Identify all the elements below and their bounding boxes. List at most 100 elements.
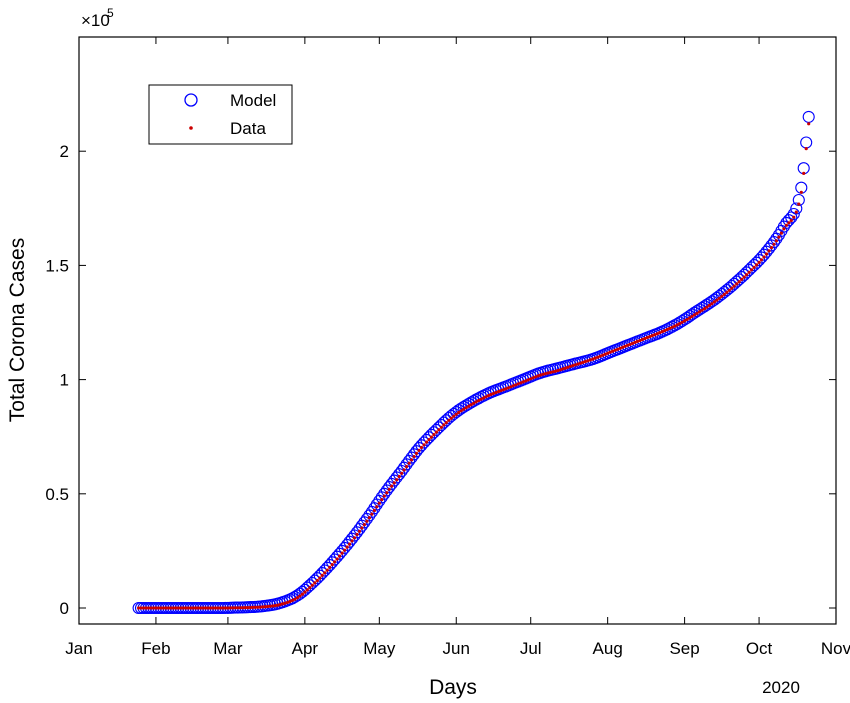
data-point xyxy=(588,358,592,362)
data-point xyxy=(541,372,545,376)
data-point xyxy=(769,246,774,250)
y-tick-label: 2 xyxy=(60,142,69,161)
data-point xyxy=(635,339,640,343)
data-point xyxy=(707,303,712,307)
data-point xyxy=(442,423,446,427)
data-point xyxy=(439,425,443,429)
data-point xyxy=(519,381,523,385)
data-point xyxy=(427,438,431,442)
data-point xyxy=(489,392,493,397)
data-point xyxy=(725,290,729,294)
data-point xyxy=(762,255,766,259)
data-point xyxy=(228,606,232,610)
axis-ticks: Jan Feb Mar Apr May Jun Jul Aug Sep Oct Nov 0 0.5 1 1.… xyxy=(45,37,850,658)
data-point xyxy=(794,210,798,214)
data-point xyxy=(616,347,620,351)
x-tick-label: Jun xyxy=(443,639,470,658)
data-point xyxy=(561,367,565,371)
data-point xyxy=(410,458,414,462)
data-point xyxy=(137,606,141,610)
data-point xyxy=(156,606,160,610)
data-point xyxy=(372,508,376,513)
data-point xyxy=(712,300,717,304)
data-point xyxy=(764,252,769,256)
data-point xyxy=(251,605,255,610)
model-point xyxy=(785,211,798,224)
data-point xyxy=(164,606,168,610)
data-point xyxy=(382,494,386,498)
data-point xyxy=(516,382,520,386)
data-point xyxy=(586,359,590,363)
data-point xyxy=(784,223,789,227)
data-point xyxy=(437,428,441,432)
data-point xyxy=(472,401,476,405)
data-point xyxy=(499,389,503,393)
data-point xyxy=(355,532,359,537)
data-point xyxy=(238,606,242,610)
data-point xyxy=(623,344,627,348)
axes-box xyxy=(78,36,837,625)
data-point xyxy=(199,606,203,610)
legend-box xyxy=(148,84,293,145)
data-point xyxy=(347,542,352,546)
data-point xyxy=(802,171,806,175)
data-point xyxy=(504,387,508,391)
data-point xyxy=(482,396,486,400)
data-point xyxy=(335,557,339,561)
data-point xyxy=(648,335,652,339)
data-point xyxy=(318,576,322,580)
data-point xyxy=(598,354,602,358)
y-axis-label: Total Corona Cases xyxy=(6,238,29,422)
data-point xyxy=(750,268,754,272)
data-point xyxy=(797,202,801,206)
data-point xyxy=(285,600,290,605)
data-point xyxy=(273,604,277,608)
data-point xyxy=(462,407,466,411)
model-point xyxy=(802,110,815,123)
data-point xyxy=(211,606,215,610)
data-point xyxy=(645,335,650,340)
data-point xyxy=(804,147,808,151)
data-point xyxy=(789,218,793,223)
data-point xyxy=(169,606,173,610)
data-point xyxy=(593,356,597,360)
data-point xyxy=(248,605,252,610)
data-point xyxy=(479,397,483,401)
data-point xyxy=(675,323,679,327)
data-point xyxy=(144,606,148,610)
data-point xyxy=(695,311,699,315)
plot-area xyxy=(132,110,815,615)
data-point xyxy=(447,418,451,422)
data-point xyxy=(343,548,347,552)
data-point xyxy=(390,484,394,488)
y-tick-label: 1 xyxy=(60,371,69,390)
data-point xyxy=(529,377,533,381)
data-point xyxy=(591,357,595,361)
data-point xyxy=(601,353,605,357)
data-point xyxy=(320,573,324,578)
data-point xyxy=(685,317,689,322)
data-point xyxy=(551,370,555,374)
legend-model-label: Model xyxy=(230,91,276,110)
data-point xyxy=(395,478,399,482)
data-point xyxy=(759,258,764,262)
data-point xyxy=(434,430,438,434)
data-point xyxy=(385,491,389,495)
model-point xyxy=(787,207,800,221)
data-point xyxy=(663,329,667,333)
data-point xyxy=(531,376,535,380)
data-point xyxy=(581,360,585,364)
data-point xyxy=(243,606,247,610)
data-point xyxy=(181,606,185,610)
data-point xyxy=(191,606,195,610)
data-point xyxy=(638,338,642,343)
data-point xyxy=(278,603,282,607)
data-point xyxy=(365,519,369,523)
data-point xyxy=(501,388,505,392)
data-point xyxy=(660,330,664,334)
data-point xyxy=(149,606,153,610)
model-point xyxy=(432,421,445,434)
data-point xyxy=(288,599,292,604)
data-point xyxy=(511,384,515,388)
data-point xyxy=(161,606,165,610)
